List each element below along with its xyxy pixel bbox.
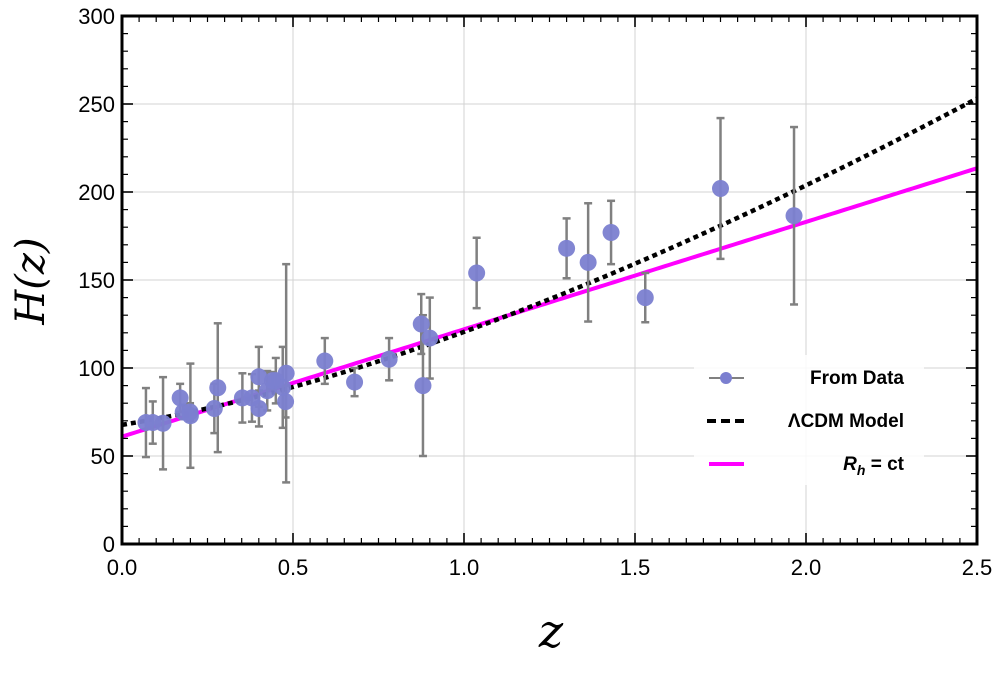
data-point [277,364,295,382]
legend-rhct-rest: = ct [865,454,904,475]
legend-rhct-main: R [843,454,857,475]
legend-label-lcdm: ΛCDM Model [788,411,904,432]
data-point [712,179,729,197]
y-tick-label: 0 [103,532,115,557]
legend-item-data: From Data [709,368,904,389]
data-point [346,373,364,391]
y-tick-label: 150 [78,268,115,293]
data-point [636,289,654,307]
legend: From Data ΛCDM Model Rh = ct [694,355,924,485]
legend-label-rhct: Rh = ct [843,454,905,478]
y-tick-label: 50 [91,444,115,469]
data-point [171,389,189,407]
x-tick-label: 1.5 [620,555,651,580]
y-tick-label: 250 [78,92,115,117]
data-point [316,352,334,370]
data-point [602,223,620,241]
data-point [250,399,268,417]
data-point [468,264,486,282]
x-tick-label: 1.0 [449,555,480,580]
x-axis-title: z [538,604,564,658]
legend-label-data: From Data [810,368,904,389]
y-axis-title: H(z) [8,237,54,325]
data-point [414,377,432,395]
data-point [421,329,439,347]
data-point [785,207,803,225]
x-tick-label: 0.0 [107,555,138,580]
x-tick-label: 2.5 [962,555,993,580]
data-point [209,379,227,397]
data-point [579,253,597,271]
data-point [277,393,295,411]
data-point [558,239,576,257]
y-tick-label: 200 [78,180,115,205]
x-tick-label: 0.5 [278,555,309,580]
y-tick-label: 300 [78,4,115,29]
tick-labels: 0.0 0.5 1.0 1.5 2.0 2.5 0 50 100 150 200 250 300 [78,4,992,580]
legend-item-rhct: Rh = ct [709,454,905,478]
x-tick-label: 2.0 [791,555,822,580]
data-points [137,116,803,484]
data-point [412,315,430,333]
y-tick-label: 100 [78,356,115,381]
data-point [181,407,199,425]
data-point [250,368,268,386]
legend-rhct-sub: h [857,462,866,478]
legend-item-lcdm: ΛCDM Model [707,411,904,432]
data-point [205,399,223,417]
legend-data-dot [720,372,732,384]
data-point [380,350,398,368]
axis-ticks [121,15,978,545]
data-point [274,378,292,396]
data-point [154,414,172,432]
grid-lines [122,16,977,544]
